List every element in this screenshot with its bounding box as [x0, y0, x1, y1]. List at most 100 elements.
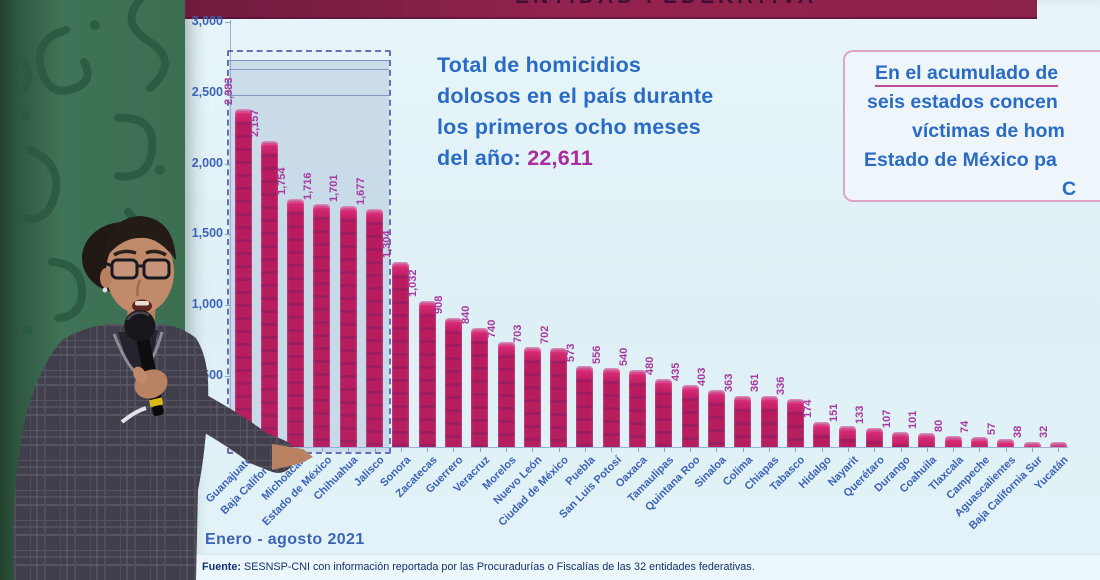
annotation-line: En el acumulado de	[845, 59, 1100, 88]
bar-value-label: 32	[1038, 426, 1051, 439]
slide-title-banner: ENTIDAD FEDERATIVA	[185, 0, 1037, 19]
x-axis-tick	[400, 447, 402, 452]
x-axis-line	[230, 447, 1068, 448]
x-axis-tick	[374, 447, 376, 452]
bar	[839, 425, 857, 447]
bar-value-label: 908	[433, 296, 446, 315]
bar	[865, 428, 883, 447]
bar	[707, 389, 725, 447]
y-axis-tick-label: 1,500	[191, 226, 223, 241]
annotation-line: seis estados concen	[867, 91, 1058, 113]
y-axis-tick-label: 3,000	[191, 13, 223, 28]
x-axis-tick	[900, 447, 902, 452]
speaker-pointing-arm	[178, 391, 295, 473]
x-axis-tick	[584, 447, 586, 452]
bar-value-label: 2,157	[249, 109, 262, 138]
bar-value-label: 1,677	[354, 177, 367, 206]
speaker-ear	[100, 268, 112, 288]
y-axis-tick	[225, 21, 231, 23]
bar	[339, 206, 357, 447]
callout-line: Total de homicidios	[437, 53, 642, 77]
speaker-glasses	[104, 258, 171, 280]
bar	[997, 438, 1015, 447]
bar	[760, 395, 778, 447]
x-axis-tick	[1058, 447, 1060, 452]
bar-value-label: 1,032	[407, 269, 420, 297]
projected-slide: ENTIDAD FEDERATIVA 3,000 2,500 2,000 1,500 1…	[185, 0, 1100, 580]
bar-value-label: 38	[1012, 425, 1024, 438]
bar	[734, 395, 752, 447]
bar	[970, 436, 988, 447]
bar-value-label: 174	[801, 399, 814, 419]
bar	[813, 422, 831, 447]
bar	[523, 347, 541, 447]
x-axis-tick	[637, 447, 639, 452]
period-label: Enero - agosto 2021	[205, 531, 365, 548]
x-axis-tick	[453, 447, 455, 452]
x-axis-tick	[558, 447, 560, 452]
bar	[234, 109, 252, 447]
speaker-thumb	[133, 366, 147, 384]
x-axis-tick	[427, 447, 429, 452]
bar-value-label: 556	[591, 345, 604, 365]
bar-value-label: 403	[696, 367, 709, 386]
bar-value-label: 703	[512, 325, 525, 344]
source-text: SESNSP-CNI con información reportada por…	[241, 561, 755, 573]
microphone-yellow-band	[149, 397, 164, 408]
bar-value-label: 74	[959, 420, 972, 433]
bar-value-label: 740	[486, 319, 498, 339]
bar	[497, 342, 515, 447]
source-bar: Fuente: SESNSP-CNI con información repor…	[190, 554, 1100, 580]
bar-value-label: 363	[722, 373, 735, 392]
speaker-hair-front	[104, 216, 176, 260]
bar	[366, 209, 383, 447]
bar-value-label: 57	[985, 422, 998, 435]
x-axis-tick	[1032, 447, 1033, 452]
chart-total-callout: Total de homicidios dolosos en el país d…	[437, 50, 713, 174]
x-axis-tick	[663, 447, 665, 452]
speaker	[13, 216, 313, 580]
x-axis-tick	[716, 447, 718, 452]
x-axis-tick	[821, 447, 823, 452]
y-axis-tick	[225, 305, 231, 307]
y-axis-tick-label: 2,000	[191, 155, 223, 170]
bar-value-label: 840	[459, 305, 472, 324]
bar	[786, 399, 804, 447]
bar-value-label: 107	[880, 409, 893, 428]
bar	[444, 318, 462, 447]
bar	[944, 435, 962, 447]
bar	[576, 365, 594, 447]
x-axis-tick	[506, 447, 507, 452]
x-axis-tick	[479, 447, 481, 452]
y-axis-tick-label: 1,000	[191, 297, 223, 312]
bar-value-label: 1,304	[380, 230, 393, 259]
bar	[471, 327, 489, 447]
highlight-gridline	[229, 69, 389, 70]
x-axis-tick	[795, 447, 797, 452]
bar	[892, 431, 909, 447]
x-axis-tick	[926, 447, 928, 452]
x-axis-tick	[690, 447, 692, 452]
annotation-line: Estado de México pa	[864, 149, 1057, 171]
bar	[1023, 441, 1041, 447]
bar-value-label: 133	[854, 405, 867, 425]
source-label: Fuente:	[202, 561, 241, 573]
x-axis-tick	[348, 447, 350, 452]
bar	[550, 347, 568, 447]
x-axis-tick	[953, 447, 955, 452]
bar	[655, 378, 673, 447]
bar-value-label: 2,383	[223, 77, 235, 106]
annotation-line: C	[1062, 178, 1077, 200]
x-axis-tick	[979, 447, 981, 452]
bar-value-label: 80	[933, 419, 946, 432]
bar-value-label: 336	[775, 377, 788, 396]
callout-line: del año: 22,611	[437, 146, 593, 170]
annotation-line: víctimas de hom	[912, 120, 1065, 142]
total-homicides-value: 22,611	[527, 146, 593, 170]
banner-partial-title: ENTIDAD FEDERATIVA	[515, 0, 817, 9]
speaker-earring	[102, 287, 108, 293]
x-axis-tick	[742, 447, 744, 452]
bar-value-label: 101	[906, 410, 919, 429]
bar	[392, 262, 410, 447]
bar	[1049, 442, 1067, 447]
